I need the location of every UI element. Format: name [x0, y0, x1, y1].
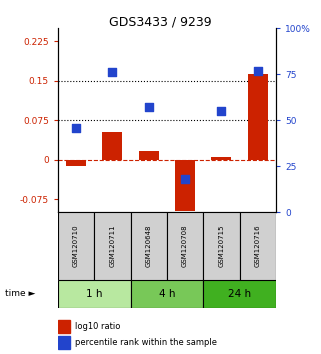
Text: GSM120715: GSM120715 [219, 225, 224, 267]
Text: GSM120710: GSM120710 [73, 225, 79, 267]
Bar [131, 280, 203, 308]
Text: GSM120716: GSM120716 [255, 225, 261, 267]
Bar [66, 160, 86, 166]
Text: log10 ratio: log10 ratio [75, 322, 121, 331]
Bar [167, 212, 203, 280]
Bar [175, 160, 195, 211]
Point [110, 70, 115, 75]
Bar [248, 74, 268, 160]
Point [219, 108, 224, 114]
Bar [203, 280, 276, 308]
Text: GSM120648: GSM120648 [146, 225, 152, 267]
Point [183, 176, 188, 182]
Text: GSM120708: GSM120708 [182, 225, 188, 267]
Bar [94, 212, 131, 280]
Text: 1 h: 1 h [86, 289, 102, 299]
Point [74, 125, 79, 131]
Text: 24 h: 24 h [228, 289, 251, 299]
Bar [131, 212, 167, 280]
Text: GDS3433 / 9239: GDS3433 / 9239 [109, 16, 212, 29]
Text: GSM120711: GSM120711 [109, 225, 115, 267]
Text: 4 h: 4 h [159, 289, 175, 299]
Bar [58, 280, 131, 308]
Bar [58, 320, 70, 333]
Bar [102, 132, 122, 160]
Text: percentile rank within the sample: percentile rank within the sample [75, 338, 217, 347]
Point [255, 68, 260, 74]
Bar [58, 336, 70, 349]
Bar [240, 212, 276, 280]
Bar [203, 212, 240, 280]
Text: time ►: time ► [5, 289, 35, 298]
Point [146, 105, 151, 110]
Bar [212, 157, 231, 160]
Bar [139, 152, 159, 160]
Bar [58, 212, 94, 280]
